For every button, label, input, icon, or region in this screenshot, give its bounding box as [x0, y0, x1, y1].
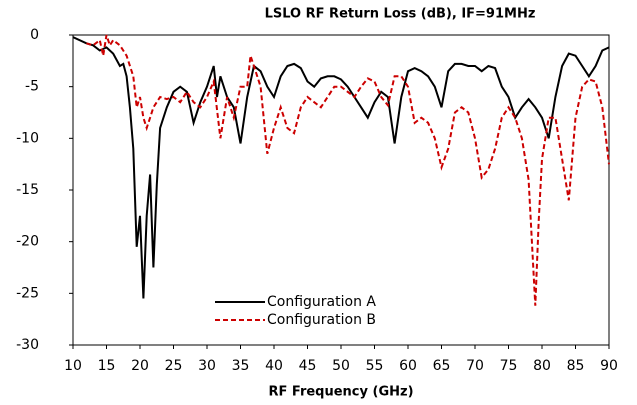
y-tick-label: -5: [25, 79, 39, 95]
x-tick-label: 60: [399, 358, 417, 374]
x-tick-label: 30: [198, 358, 216, 374]
x-tick-label: 25: [165, 358, 183, 374]
y-tick-label: -10: [16, 130, 39, 146]
y-tick-label: -30: [16, 337, 39, 353]
x-tick-label: 45: [299, 358, 317, 374]
x-tick-label: 20: [131, 358, 149, 374]
x-tick-label: 15: [98, 358, 116, 374]
x-axis-label: RF Frequency (GHz): [268, 385, 413, 400]
x-tick-label: 10: [64, 358, 82, 374]
x-tick-label: 90: [600, 358, 618, 374]
x-tick-label: 85: [567, 358, 585, 374]
x-tick-label: 55: [366, 358, 384, 374]
series-line: [72, 36, 610, 299]
y-tick-label: -25: [16, 285, 39, 301]
x-tick-label: 80: [533, 358, 551, 374]
x-tick-label: 70: [466, 358, 484, 374]
legend-label: Configuration B: [267, 312, 376, 328]
x-tick-label: 35: [232, 358, 250, 374]
x-tick-label: 40: [265, 358, 283, 374]
chart-title: LSLO RF Return Loss (dB), IF=91MHz: [265, 7, 536, 22]
x-tick-label: 65: [433, 358, 451, 374]
legend-label: Configuration A: [267, 294, 376, 310]
x-tick-label: 50: [332, 358, 350, 374]
y-tick-label: -20: [16, 234, 39, 250]
x-tick-label: 75: [500, 358, 518, 374]
y-tick-label: 0: [30, 27, 39, 43]
series-line: [86, 34, 610, 306]
y-tick-label: -15: [16, 182, 39, 198]
